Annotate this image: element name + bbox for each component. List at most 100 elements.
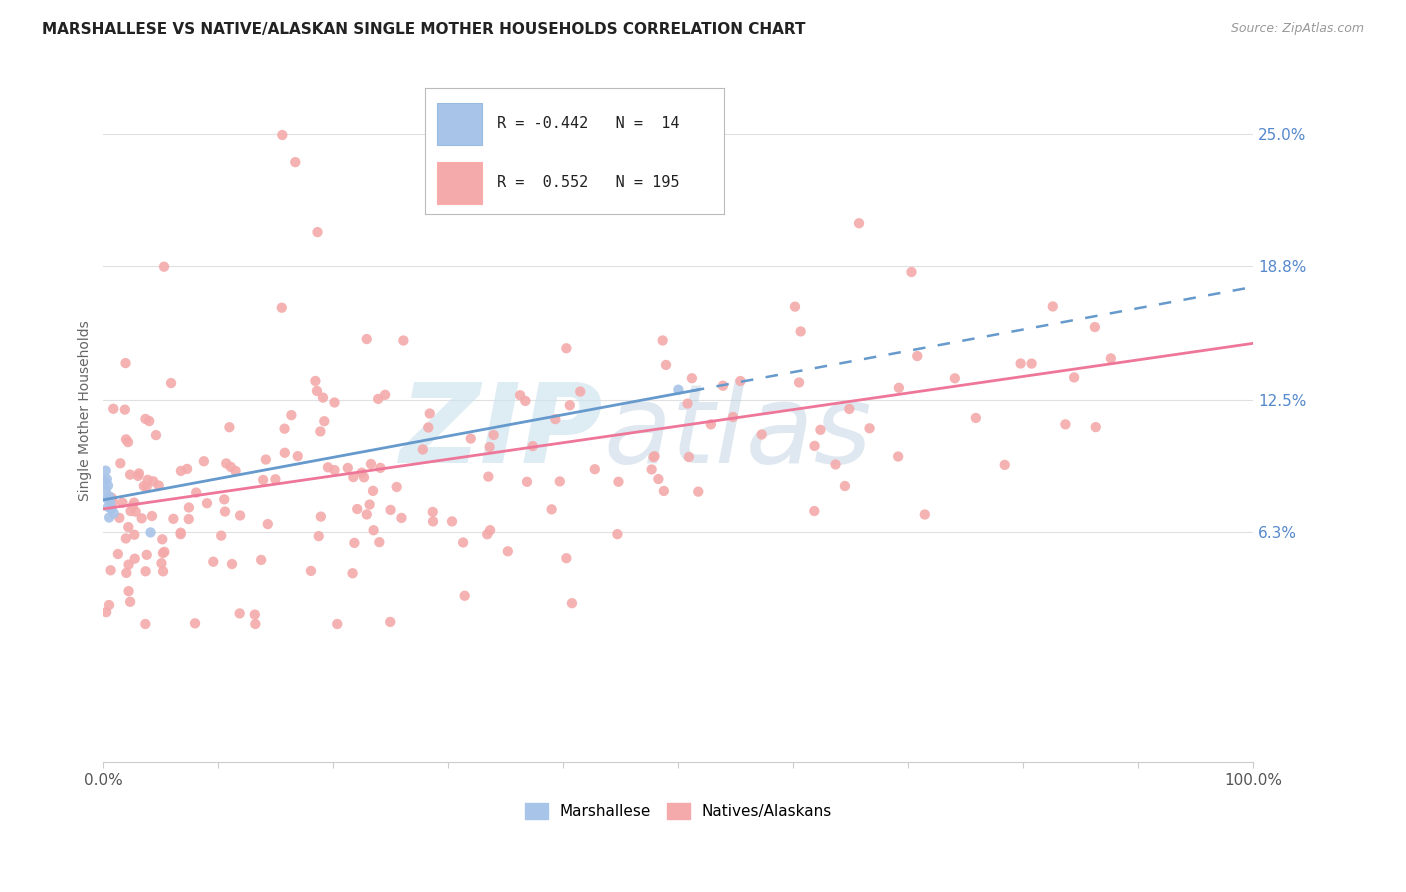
Point [451, 535, 474, 549]
Point [128, 467, 150, 481]
Point [162, 512, 184, 526]
Point [308, 529, 330, 543]
Point [271, 128, 294, 142]
Point [647, 472, 669, 486]
Point [127, 469, 149, 483]
Point [150, 533, 173, 547]
Point [370, 461, 392, 475]
Point [789, 325, 811, 339]
Text: Source: ZipAtlas.com: Source: ZipAtlas.com [1230, 22, 1364, 36]
Point [655, 358, 678, 372]
Point [544, 412, 567, 426]
Point [509, 388, 531, 402]
Point [558, 398, 581, 412]
Point [555, 551, 578, 566]
Point [803, 439, 825, 453]
Point [346, 502, 368, 516]
Point [160, 376, 183, 390]
Point [219, 459, 242, 474]
Point [540, 502, 562, 516]
Point [307, 225, 329, 239]
Point [287, 449, 309, 463]
Point [711, 378, 734, 392]
Point [176, 462, 198, 476]
Point [858, 421, 880, 435]
Point [169, 527, 191, 541]
Point [666, 383, 689, 397]
Point [195, 496, 218, 510]
Point [117, 584, 139, 599]
Point [218, 420, 240, 434]
Point [100, 502, 122, 516]
Point [138, 414, 160, 428]
Point [783, 300, 806, 314]
Point [607, 475, 630, 489]
Point [515, 393, 537, 408]
Point [153, 545, 176, 559]
Point [676, 396, 699, 410]
Point [135, 548, 157, 562]
Point [419, 407, 441, 421]
Point [652, 483, 675, 498]
Point [360, 457, 382, 471]
Point [681, 371, 703, 385]
Point [1084, 420, 1107, 434]
Point [385, 480, 408, 494]
Point [132, 479, 155, 493]
Point [367, 392, 389, 406]
Point [1021, 357, 1043, 371]
Point [810, 423, 832, 437]
Point [368, 535, 391, 549]
Point [460, 432, 482, 446]
Point [101, 495, 124, 509]
Point [440, 515, 463, 529]
Point [122, 495, 145, 509]
Point [254, 452, 277, 467]
Point [103, 401, 125, 416]
Point [184, 616, 207, 631]
Point [98, 598, 121, 612]
Point [264, 472, 287, 486]
Point [97, 478, 120, 492]
Point [134, 412, 156, 426]
Point [120, 595, 142, 609]
Point [965, 411, 987, 425]
Point [548, 475, 571, 489]
Point [422, 515, 444, 529]
Point [314, 414, 336, 428]
Point [412, 442, 434, 457]
Point [96, 472, 118, 486]
Point [136, 473, 159, 487]
Y-axis label: Single Mother Households: Single Mother Households [79, 320, 93, 501]
Point [312, 391, 335, 405]
Point [914, 508, 936, 522]
Point [103, 506, 125, 520]
Point [273, 422, 295, 436]
Point [555, 341, 578, 355]
Point [323, 463, 346, 477]
Point [688, 484, 710, 499]
Point [356, 332, 378, 346]
Point [177, 500, 200, 515]
Point [342, 470, 364, 484]
Point [228, 607, 250, 621]
Point [361, 483, 384, 498]
Point [305, 384, 328, 398]
Point [640, 462, 662, 476]
Point [250, 553, 273, 567]
Point [243, 607, 266, 622]
Point [115, 566, 138, 580]
Point [391, 511, 413, 525]
Point [107, 547, 129, 561]
Point [115, 532, 138, 546]
Point [350, 466, 373, 480]
Point [643, 450, 665, 464]
Point [94, 464, 117, 478]
Point [1010, 357, 1032, 371]
Point [326, 617, 349, 632]
Point [834, 479, 856, 493]
Point [115, 433, 138, 447]
Point [145, 428, 167, 442]
Legend: Marshallese, Natives/Alaskans: Marshallese, Natives/Alaskans [519, 797, 838, 825]
Point [1099, 351, 1122, 366]
